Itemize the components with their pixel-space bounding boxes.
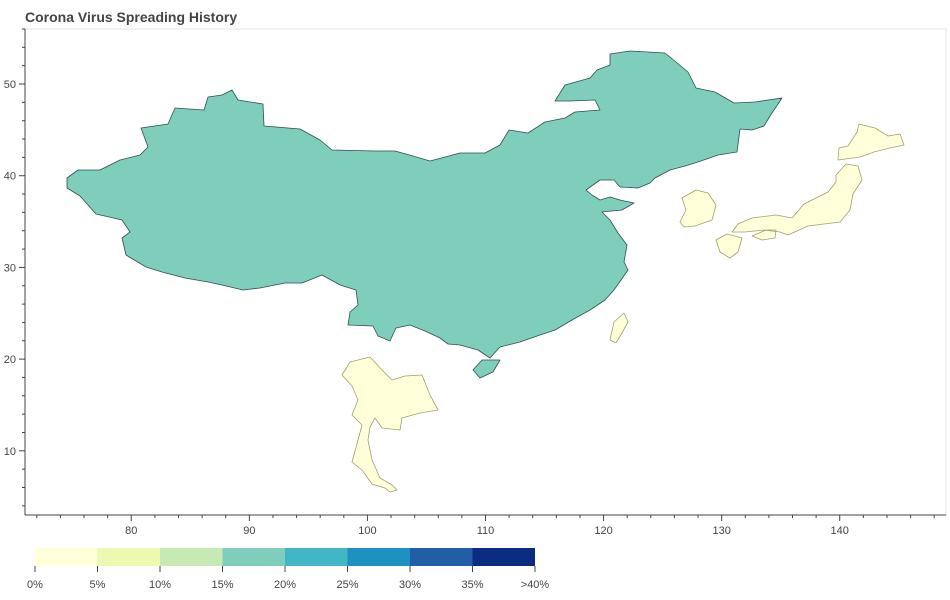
- x-tick-label: 110: [477, 525, 495, 537]
- legend-swatch: [410, 548, 473, 566]
- region-taiwan[interactable]: [609, 312, 629, 344]
- region-south-korea[interactable]: [679, 189, 717, 228]
- legend-swatch: [160, 548, 223, 566]
- x-tick-label: 80: [125, 525, 137, 537]
- x-tick-label: 140: [831, 525, 849, 537]
- x-tick-label: 100: [358, 525, 376, 537]
- legend-swatch: [285, 548, 348, 566]
- regions-layer: [66, 50, 905, 493]
- legend-label: 30%: [399, 579, 421, 591]
- legend-swatch: [35, 548, 98, 566]
- legend-label: 0%: [27, 579, 43, 591]
- region-japan[interactable]: [715, 123, 905, 259]
- legend-swatch: [97, 548, 160, 566]
- legend-swatch: [472, 548, 535, 566]
- x-tick-label: 90: [243, 525, 255, 537]
- y-tick-label: 30: [4, 262, 16, 274]
- region-china[interactable]: [66, 50, 783, 379]
- legend-label: 20%: [274, 579, 296, 591]
- x-tick-label: 130: [712, 525, 730, 537]
- y-tick-label: 10: [4, 446, 16, 458]
- legend-label: 15%: [211, 579, 233, 591]
- axes-layer: 80 90 100 110 120 130 140 10 20 30 40 50: [4, 28, 935, 537]
- legend-label: 35%: [461, 579, 483, 591]
- y-tick-label: 50: [4, 79, 16, 91]
- region-thailand[interactable]: [341, 356, 439, 493]
- chart-title: Corona Virus Spreading History: [25, 9, 238, 25]
- y-tick-label: 20: [4, 354, 16, 366]
- legend-label: 5%: [90, 579, 106, 591]
- legend-label: 25%: [336, 579, 358, 591]
- legend-swatch: [222, 548, 285, 566]
- legend: 0% 5% 10% 15% 20% 25% 30% 35% >40%: [27, 548, 549, 591]
- legend-label: >40%: [521, 579, 550, 591]
- x-tick-label: 120: [594, 525, 612, 537]
- legend-label: 10%: [149, 579, 171, 591]
- y-tick-label: 40: [4, 171, 16, 183]
- legend-swatch: [347, 548, 410, 566]
